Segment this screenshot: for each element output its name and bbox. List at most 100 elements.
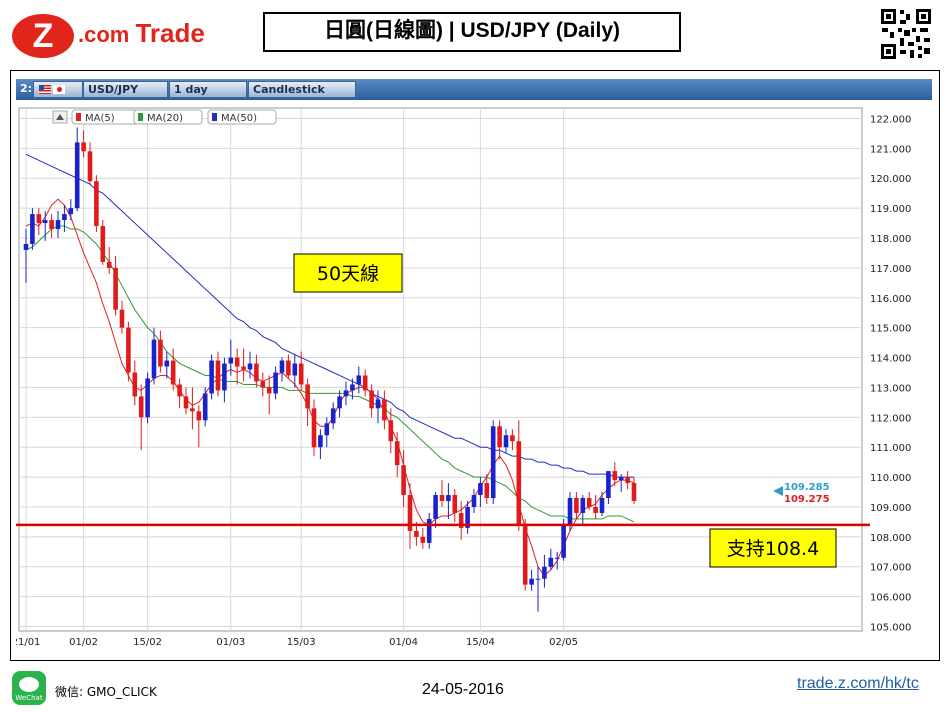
- candle-body: [68, 208, 74, 215]
- candle: [164, 351, 170, 379]
- y-tick-label: 108.000: [870, 533, 911, 544]
- candle-body: [36, 214, 42, 224]
- candle: [292, 354, 298, 388]
- candle: [273, 366, 278, 400]
- y-tick-label: 120.000: [870, 174, 911, 185]
- wechat-id: 微信: GMO_CLICK: [55, 685, 157, 699]
- candle-body: [215, 360, 221, 391]
- candle-body: [234, 357, 240, 367]
- report-date: 24-05-2016: [422, 681, 504, 698]
- chart-legend: MA(5) MA(20) MA(50): [52, 109, 277, 125]
- candle-body: [484, 483, 490, 499]
- price-upper: 109.285: [784, 482, 830, 493]
- candle-body: [324, 423, 330, 436]
- wechat-icon: WeChat: [12, 671, 46, 705]
- candle-body: [362, 375, 368, 391]
- candle: [215, 351, 221, 397]
- legend-item: MA(20): [133, 109, 203, 125]
- candle: [74, 127, 80, 212]
- currency-flags[interactable]: [33, 81, 83, 98]
- y-tick-label: 116.000: [870, 294, 911, 305]
- candle: [426, 512, 432, 549]
- candle: [254, 354, 259, 388]
- candle-body: [369, 390, 374, 409]
- candle: [446, 483, 451, 519]
- moving-averages: [25, 153, 635, 577]
- candle-body: [497, 426, 502, 448]
- timeframe-selector[interactable]: 1 day: [169, 81, 247, 98]
- candle: [356, 366, 362, 394]
- candle-body: [305, 384, 310, 409]
- legend-swatch: [138, 113, 143, 121]
- price-tags: 109.285 109.275: [773, 482, 830, 505]
- y-tick-label: 115.000: [870, 324, 911, 335]
- candle-body: [503, 435, 509, 448]
- ma50-line: [25, 153, 634, 478]
- candle-body: [426, 518, 432, 543]
- candle-body: [510, 435, 515, 442]
- candle: [337, 390, 342, 418]
- candle: [100, 220, 106, 265]
- candle-body: [548, 557, 554, 567]
- candle-body: [183, 396, 189, 409]
- symbol-selector[interactable]: USD/JPY: [83, 81, 168, 98]
- candle-body: [542, 566, 547, 579]
- candle: [420, 527, 426, 549]
- candle: [625, 471, 630, 490]
- candle-body: [49, 220, 54, 230]
- candle-body: [446, 495, 451, 501]
- candle: [138, 384, 144, 451]
- candle: [324, 417, 330, 448]
- candle: [42, 211, 48, 241]
- logo-text: .com Trade: [78, 18, 205, 48]
- candle-body: [631, 483, 637, 501]
- ma50-label-box: [293, 253, 403, 293]
- chart-toolbar: 2: USD/JPY 1 day Candlestick: [16, 79, 932, 100]
- candle: [81, 130, 86, 158]
- price-lower: 109.275: [784, 494, 830, 505]
- candle: [382, 390, 387, 430]
- candle: [94, 175, 99, 233]
- candle-body: [574, 498, 579, 513]
- candle-body: [62, 214, 67, 221]
- y-tick-label: 106.000: [870, 593, 911, 604]
- legend-collapse-button[interactable]: [52, 110, 68, 124]
- candle-body: [42, 220, 48, 224]
- candle: [433, 492, 438, 528]
- candle-body: [145, 378, 150, 418]
- legend-label: MA(20): [147, 113, 183, 124]
- candle: [458, 500, 464, 540]
- candle-body: [318, 435, 323, 448]
- candle-body: [330, 408, 336, 424]
- website-link[interactable]: trade.z.com/hk/tc: [797, 675, 919, 692]
- candle: [260, 372, 266, 397]
- chart-type-selector[interactable]: Candlestick: [248, 81, 356, 98]
- candle: [183, 387, 189, 415]
- candle: [106, 246, 112, 274]
- candle: [375, 390, 381, 424]
- ma50-annotation: 50天線: [293, 253, 403, 293]
- candle-body: [350, 384, 355, 391]
- candle: [490, 420, 496, 504]
- candle-body: [465, 506, 470, 528]
- candle: [298, 351, 304, 391]
- candle-body: [292, 363, 298, 376]
- candle-body: [94, 181, 99, 227]
- candle: [234, 348, 240, 385]
- y-tick-label: 119.000: [870, 204, 911, 215]
- y-tick-label: 114.000: [870, 354, 911, 365]
- y-tick-label: 118.000: [870, 234, 911, 245]
- candle-body: [164, 360, 170, 367]
- candle: [119, 300, 125, 334]
- candle-body: [74, 142, 80, 209]
- candle: [55, 211, 61, 239]
- candle-body: [599, 498, 605, 513]
- candle-body: [580, 498, 586, 513]
- legend-item: MA(50): [207, 109, 277, 125]
- candle: [330, 402, 336, 430]
- candles: [23, 127, 637, 612]
- candle-body: [23, 243, 29, 250]
- candle-body: [100, 226, 106, 262]
- candle: [126, 321, 131, 382]
- candle-body: [202, 393, 208, 421]
